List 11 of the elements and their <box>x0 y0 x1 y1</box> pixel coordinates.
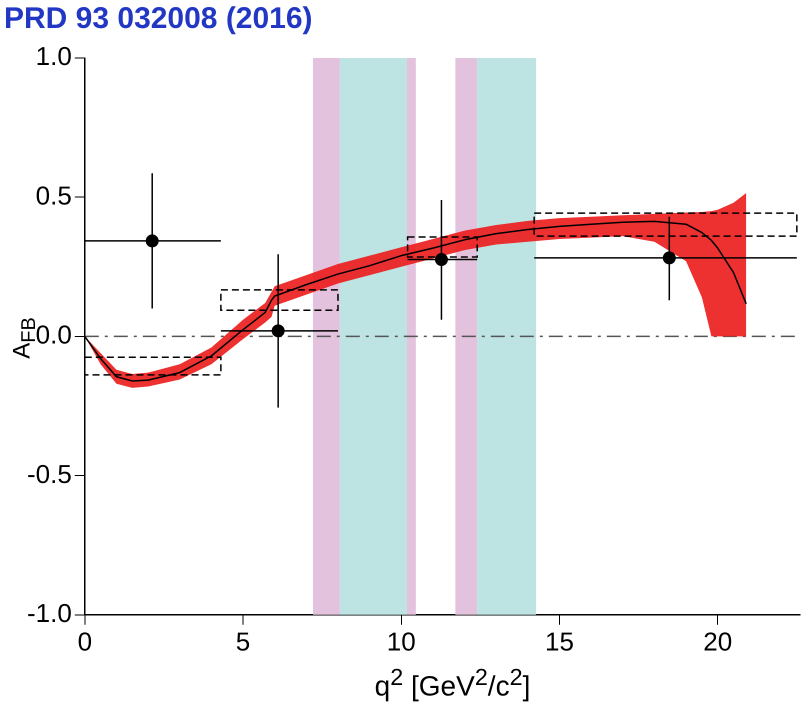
y-tick-label: 1.0 <box>36 41 72 72</box>
y-tick-label: -1.0 <box>26 598 72 628</box>
x-tick-label: 15 <box>545 626 574 657</box>
chart-title: PRD 93 032008 (2016) <box>4 2 313 36</box>
x-tick-label: 20 <box>703 626 732 657</box>
y-tick-label: -0.5 <box>26 458 72 489</box>
y-tick-label: 0.5 <box>36 180 72 210</box>
x-tick-label: 0 <box>78 626 92 657</box>
x-tick-label: 10 <box>386 626 416 657</box>
x-axis-title: q$^{2}$ [GeV$^{2}$/c$^{2}$] <box>374 664 532 702</box>
x-tick-label: 5 <box>236 626 250 657</box>
